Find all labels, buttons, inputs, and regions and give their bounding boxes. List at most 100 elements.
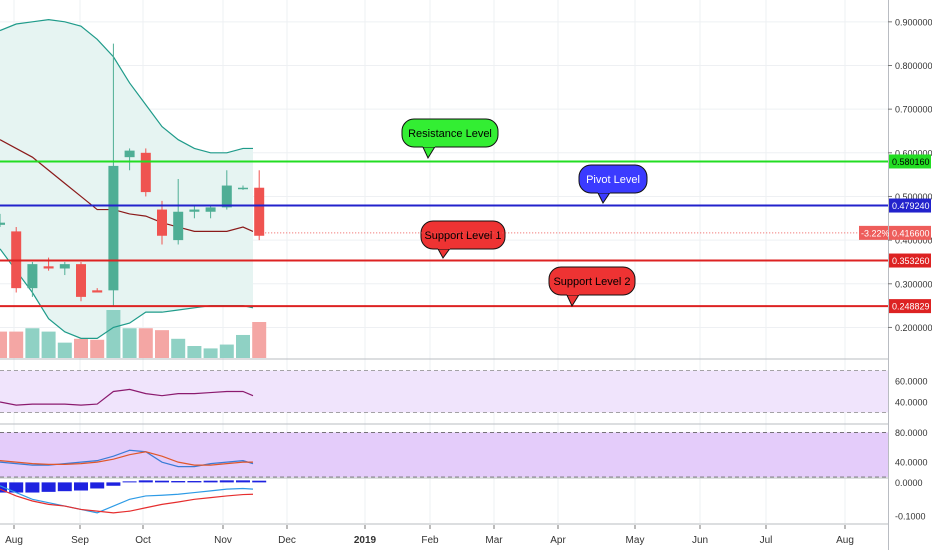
volume-bar: [203, 348, 218, 358]
rsi-line: [0, 388, 254, 406]
candle: [157, 200, 167, 245]
rsi-tick-label: 40.0000: [895, 398, 928, 408]
candle-body: [221, 185, 232, 208]
level-axis-box: [889, 253, 931, 268]
rsi-band: [0, 370, 888, 413]
macd-hist-bar: [9, 482, 24, 493]
price-tick-label: 0.500000: [895, 192, 932, 202]
callout-2[interactable]: Support Level 1: [420, 220, 506, 259]
candle: [92, 288, 103, 293]
level-axis-label-3: 0.248829: [889, 299, 931, 314]
macd-hist-bar: [252, 480, 267, 483]
volume-bar: [219, 344, 234, 358]
candle: [59, 261, 70, 276]
level-axis-box: [889, 198, 931, 213]
price-tick-label: 0.300000: [895, 279, 932, 289]
level-axis-text: 0.353260: [892, 256, 930, 266]
callout-label: Pivot Level: [586, 174, 640, 186]
stoch-k-line: [0, 449, 254, 468]
candle-body: [254, 187, 265, 236]
candle-body: [173, 211, 184, 241]
macd-hist-bar: [187, 481, 202, 483]
level-axis-box: [889, 154, 931, 169]
current-price-box: [889, 225, 931, 240]
candle: [76, 261, 86, 302]
time-tick-label: Dec: [278, 535, 296, 546]
stoch-tick-label: 80.0000: [895, 428, 928, 438]
level-axis-label-1: 0.479240: [889, 198, 931, 213]
time-tick-label: Sep: [71, 535, 89, 546]
stoch-d-line: [0, 451, 253, 466]
price-axis-panel: [888, 0, 932, 550]
candle-body: [27, 264, 38, 289]
volume-bar: [25, 328, 40, 358]
macd-hist-bar: [171, 481, 186, 483]
volume-bar: [155, 330, 169, 358]
macd-hist-bar: [106, 482, 121, 486]
candle: [27, 261, 38, 297]
macd-hist-bar: [203, 480, 218, 483]
candle-body: [157, 209, 167, 236]
callout-label: Support Level 2: [553, 276, 630, 288]
price-tick-label: 0.700000: [895, 105, 932, 115]
bollinger-band-fill: [0, 19, 253, 339]
callout-box: [401, 118, 499, 148]
price-change-text: -3.22%: [861, 228, 890, 238]
candle: [108, 43, 119, 306]
level-axis-label-2: 0.353260: [889, 253, 931, 268]
callout-label: Support Level 1: [424, 230, 501, 242]
callout-3[interactable]: Support Level 2: [548, 266, 636, 308]
macd-line: [0, 485, 254, 514]
callout-box: [578, 164, 648, 194]
time-axis-panel: [0, 525, 888, 550]
bollinger-middle-line: [0, 139, 254, 232]
candle-body: [124, 150, 135, 158]
time-tick-label: Mar: [485, 535, 503, 546]
price-tick-label: 0.400000: [895, 236, 932, 246]
stoch-tick-label: 40.0000: [895, 458, 928, 468]
volume-bar: [90, 339, 105, 358]
callout-label: Resistance Level: [408, 128, 492, 140]
time-tick-label: Jun: [692, 535, 708, 546]
current-price-label: -3.22% 0.416600: [859, 225, 931, 240]
volume-bar: [236, 334, 250, 358]
callout-tail-joint: [567, 292, 579, 295]
candle-body: [238, 187, 248, 190]
level-axis-box: [889, 299, 931, 314]
callout-box: [420, 220, 506, 250]
callout-box: [548, 266, 636, 296]
price-tick-label: 0.200000: [895, 323, 932, 333]
macd-signal-line: [0, 488, 254, 514]
candle: [173, 179, 184, 245]
callout-tail-joint: [598, 190, 610, 193]
time-tick-label: 2019: [354, 535, 377, 546]
volume-bar: [9, 331, 24, 358]
volume-bar: [106, 310, 121, 358]
level-axis-label-0: 0.580160: [889, 154, 931, 169]
current-price-text: 0.416600: [892, 228, 930, 238]
level-axis-text: 0.479240: [892, 201, 930, 211]
level-axis-text: 0.580160: [892, 157, 930, 167]
time-tick-label: Aug: [5, 535, 23, 546]
volume-bars: [0, 310, 267, 358]
candle-body: [205, 207, 216, 212]
macd-hist-bar: [122, 481, 137, 483]
price-tick-label: 0.900000: [895, 17, 932, 27]
callout-1[interactable]: Pivot Level: [578, 164, 648, 204]
macd-hist-bar: [90, 482, 105, 489]
candle-body: [140, 152, 151, 193]
level-axis-text: 0.248829: [892, 302, 930, 312]
time-tick-label: Aug: [836, 535, 854, 546]
price-change-box: [859, 225, 888, 240]
candle-body: [59, 264, 70, 269]
macd-hist-bar: [74, 482, 88, 491]
volume-bar: [252, 322, 267, 358]
callout-0[interactable]: Resistance Level: [401, 118, 499, 160]
time-tick-label: Nov: [214, 535, 232, 546]
bollinger-upper-line: [0, 19, 253, 154]
macd-hist-bar: [155, 480, 169, 483]
candle-body: [108, 165, 119, 291]
time-tick-label: Feb: [421, 535, 439, 546]
